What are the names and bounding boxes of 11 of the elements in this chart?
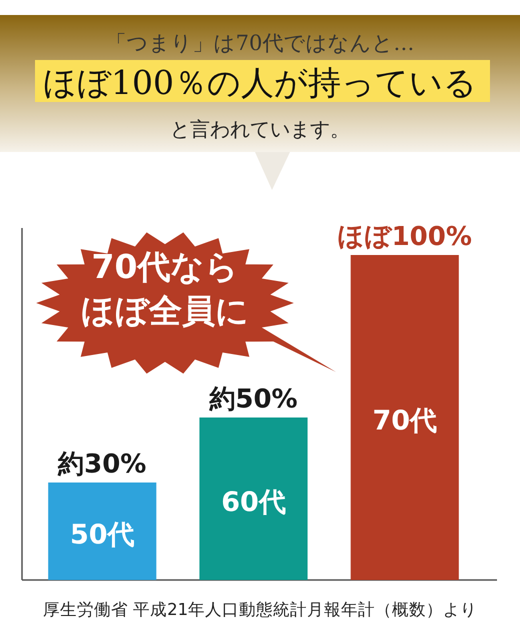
data-label: 約50% — [208, 384, 298, 414]
x-tick-label: 60代 — [221, 486, 286, 518]
x-tick-label: 50代 — [70, 519, 135, 550]
data-label: 約30% — [57, 450, 146, 480]
text: と言われています。 — [170, 117, 350, 141]
x-tick-label: 70代 — [372, 406, 438, 436]
chart-title: 「つまり」は70代ではなんと… — [106, 31, 414, 55]
text: 厚生労働省 平成21年人口動態統計月報年計（概数）より — [42, 600, 478, 619]
annotation: 70代なら — [92, 247, 238, 286]
annotation: ほぼ全員に — [81, 291, 249, 330]
data-label: ほぼ100% — [338, 222, 472, 252]
